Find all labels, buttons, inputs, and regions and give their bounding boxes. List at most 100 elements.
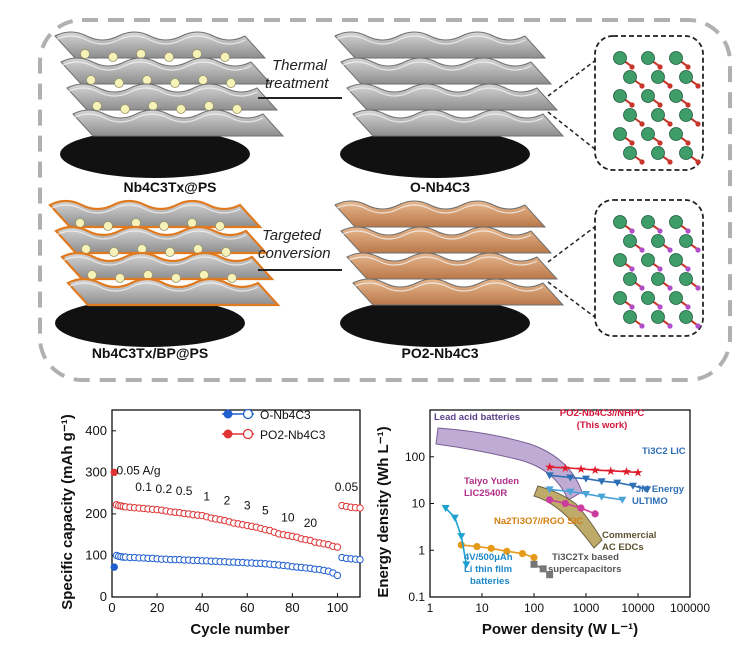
ps-bead	[220, 52, 230, 62]
atom-o	[695, 285, 701, 291]
ragone-point	[566, 474, 575, 482]
ragone-region-label: Li thin film	[464, 564, 512, 575]
stack-top-right	[334, 31, 565, 178]
ps-bead	[114, 78, 124, 88]
ragone-region-label: Na2Ti3O7//RGO SIC	[494, 516, 583, 527]
atom-o	[667, 285, 673, 291]
atom-o	[657, 140, 663, 146]
ragone-point	[582, 475, 590, 483]
crystal-structure-bottom	[613, 215, 701, 329]
atom-nb	[679, 108, 693, 122]
ragone-region-label: Taiyo Yuden	[464, 476, 519, 487]
ragone-point	[473, 542, 481, 551]
x-tick-label: 20	[150, 600, 164, 615]
arrow-text-thermal-2: treatment	[265, 75, 329, 92]
atom-nb	[651, 272, 665, 286]
ps-bead	[159, 221, 169, 231]
ps-bead	[215, 221, 225, 231]
synthesis-scheme: Thermal treatment Targeted conversion Nb…	[38, 18, 732, 382]
atom-o	[667, 83, 673, 89]
arrow-text-targeted-2: conversion	[258, 245, 331, 262]
atom-nb	[623, 108, 637, 122]
rate-label: 2	[224, 494, 231, 508]
atom-nb	[679, 70, 693, 84]
ragone-region-label: Ti3C2 LIC	[642, 446, 686, 457]
ps-bead	[192, 49, 202, 59]
sheet-highlight	[352, 113, 544, 123]
atom-nb	[651, 70, 665, 84]
atom-nb	[641, 127, 655, 141]
ragone-point	[597, 493, 606, 501]
y-tick-label: 300	[85, 464, 107, 479]
ragone-point	[582, 490, 590, 498]
x-tick-label: 100000	[670, 601, 710, 615]
atom-nb	[651, 108, 665, 122]
ragone-point	[487, 544, 495, 552]
label-o-nb4c3: O-Nb4C3	[410, 179, 470, 195]
atom-nb	[651, 146, 665, 160]
rate-label: 0.05 A/g	[117, 463, 161, 477]
ps-bead	[81, 244, 91, 254]
atom-nb	[641, 215, 655, 229]
ragone-region-label: LIC2540R	[464, 488, 507, 499]
ps-bead	[164, 52, 174, 62]
atom-nb	[641, 51, 655, 65]
ps-bead	[80, 49, 90, 59]
ragone-region-label: 4V/500μAh	[464, 552, 513, 563]
stack-shadow	[340, 299, 530, 347]
ragone-point	[539, 565, 547, 573]
ragone-region-label: ULTIMO	[632, 496, 668, 507]
ps-bead	[198, 75, 208, 85]
ragone-point: ★	[590, 463, 601, 477]
y-tick-label: 0	[100, 589, 107, 604]
x-tick-label: 0	[108, 600, 115, 615]
ps-bead	[86, 75, 96, 85]
atom-o	[629, 304, 635, 310]
sheet-layer	[48, 199, 263, 229]
sheet-highlight	[67, 282, 259, 292]
x-tick-label: 60	[240, 600, 254, 615]
label-po2-nb4c3: PO2-Nb4C3	[401, 345, 478, 361]
ragone-point	[597, 478, 606, 486]
sheet-highlight	[60, 61, 252, 71]
atom-o	[685, 228, 691, 234]
ps-bead	[92, 101, 102, 111]
x-tick-label: 1000	[573, 601, 600, 615]
atom-nb	[641, 253, 655, 267]
sheet-layer	[346, 252, 559, 280]
ps-bead	[170, 78, 180, 88]
ragone-region-label: AC EDCs	[602, 542, 644, 553]
atom-nb	[669, 51, 683, 65]
ps-bead	[103, 221, 113, 231]
sheet-highlight	[54, 35, 246, 45]
cycle-ylabel: Specific capacity (mAh g⁻¹)	[59, 414, 76, 609]
ragone-point	[530, 560, 538, 568]
ragone-series-line	[445, 507, 468, 565]
ragone-point	[618, 496, 627, 504]
stack-shadow	[340, 130, 530, 178]
atom-nb	[613, 291, 627, 305]
sheet-highlight	[352, 282, 544, 292]
zoom-line-top-2	[547, 111, 597, 151]
atom-nb	[623, 70, 637, 84]
atom-o	[639, 323, 645, 329]
sheet-highlight	[66, 87, 258, 97]
label-nb4c3tx-bp-ps: Nb4C3Tx/BP@PS	[92, 345, 208, 361]
ragone-point	[628, 482, 637, 490]
zoom-line-top-1	[547, 59, 597, 97]
cycle-plot-frame	[111, 409, 361, 598]
atom-o	[657, 266, 663, 272]
ragone-point: ★	[621, 465, 632, 479]
x-tick-label: 80	[285, 600, 299, 615]
atom-nb	[669, 291, 683, 305]
atom-o	[639, 285, 645, 291]
atom-nb	[613, 127, 627, 141]
atom-o	[629, 228, 635, 234]
stack-top-left	[54, 31, 285, 178]
ragone-ylabel: Energy density (Wh L⁻¹)	[375, 426, 392, 597]
stack-bottom-right	[334, 200, 565, 347]
ps-bead	[232, 104, 242, 114]
atom-nb	[641, 89, 655, 103]
ps-bead	[115, 273, 125, 283]
atom-nb	[669, 253, 683, 267]
